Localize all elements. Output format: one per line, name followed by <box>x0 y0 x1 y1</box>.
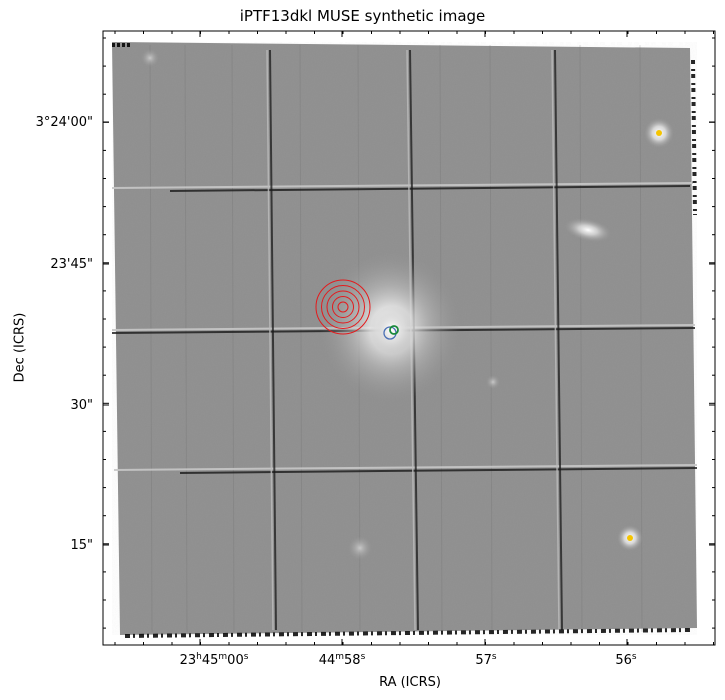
xtick-label: 56s <box>615 652 637 669</box>
plot-title: iPTF13dkl MUSE synthetic image <box>239 7 486 25</box>
green-position-circle <box>389 325 399 335</box>
axes-frame <box>102 30 716 646</box>
contour-ring <box>326 290 360 324</box>
image-panel <box>103 31 715 645</box>
contour-ring <box>337 301 349 313</box>
transient-contours <box>315 279 371 335</box>
axis-ticks <box>103 31 715 645</box>
ytick-label: 15" <box>70 538 93 553</box>
ytick-label: 3°24'00" <box>35 115 93 130</box>
ytick-label: 30" <box>70 398 93 413</box>
edge-on-galaxy <box>564 218 612 242</box>
star-marker-upper <box>656 130 662 136</box>
contour-ring <box>315 279 371 335</box>
star-marker-lower <box>627 535 633 541</box>
contour-ring <box>332 296 354 318</box>
ytick-label: 23'45" <box>50 257 93 272</box>
xtick-label: 57s <box>475 652 497 669</box>
x-axis-label: RA (ICRS) <box>379 675 441 690</box>
xtick-label: 44m58s <box>318 652 366 669</box>
y-axis-label: Dec (ICRS) <box>12 312 28 383</box>
contour-ring <box>321 285 365 329</box>
faint-source <box>348 536 372 560</box>
xtick-label: 23h45m00s <box>179 652 249 669</box>
